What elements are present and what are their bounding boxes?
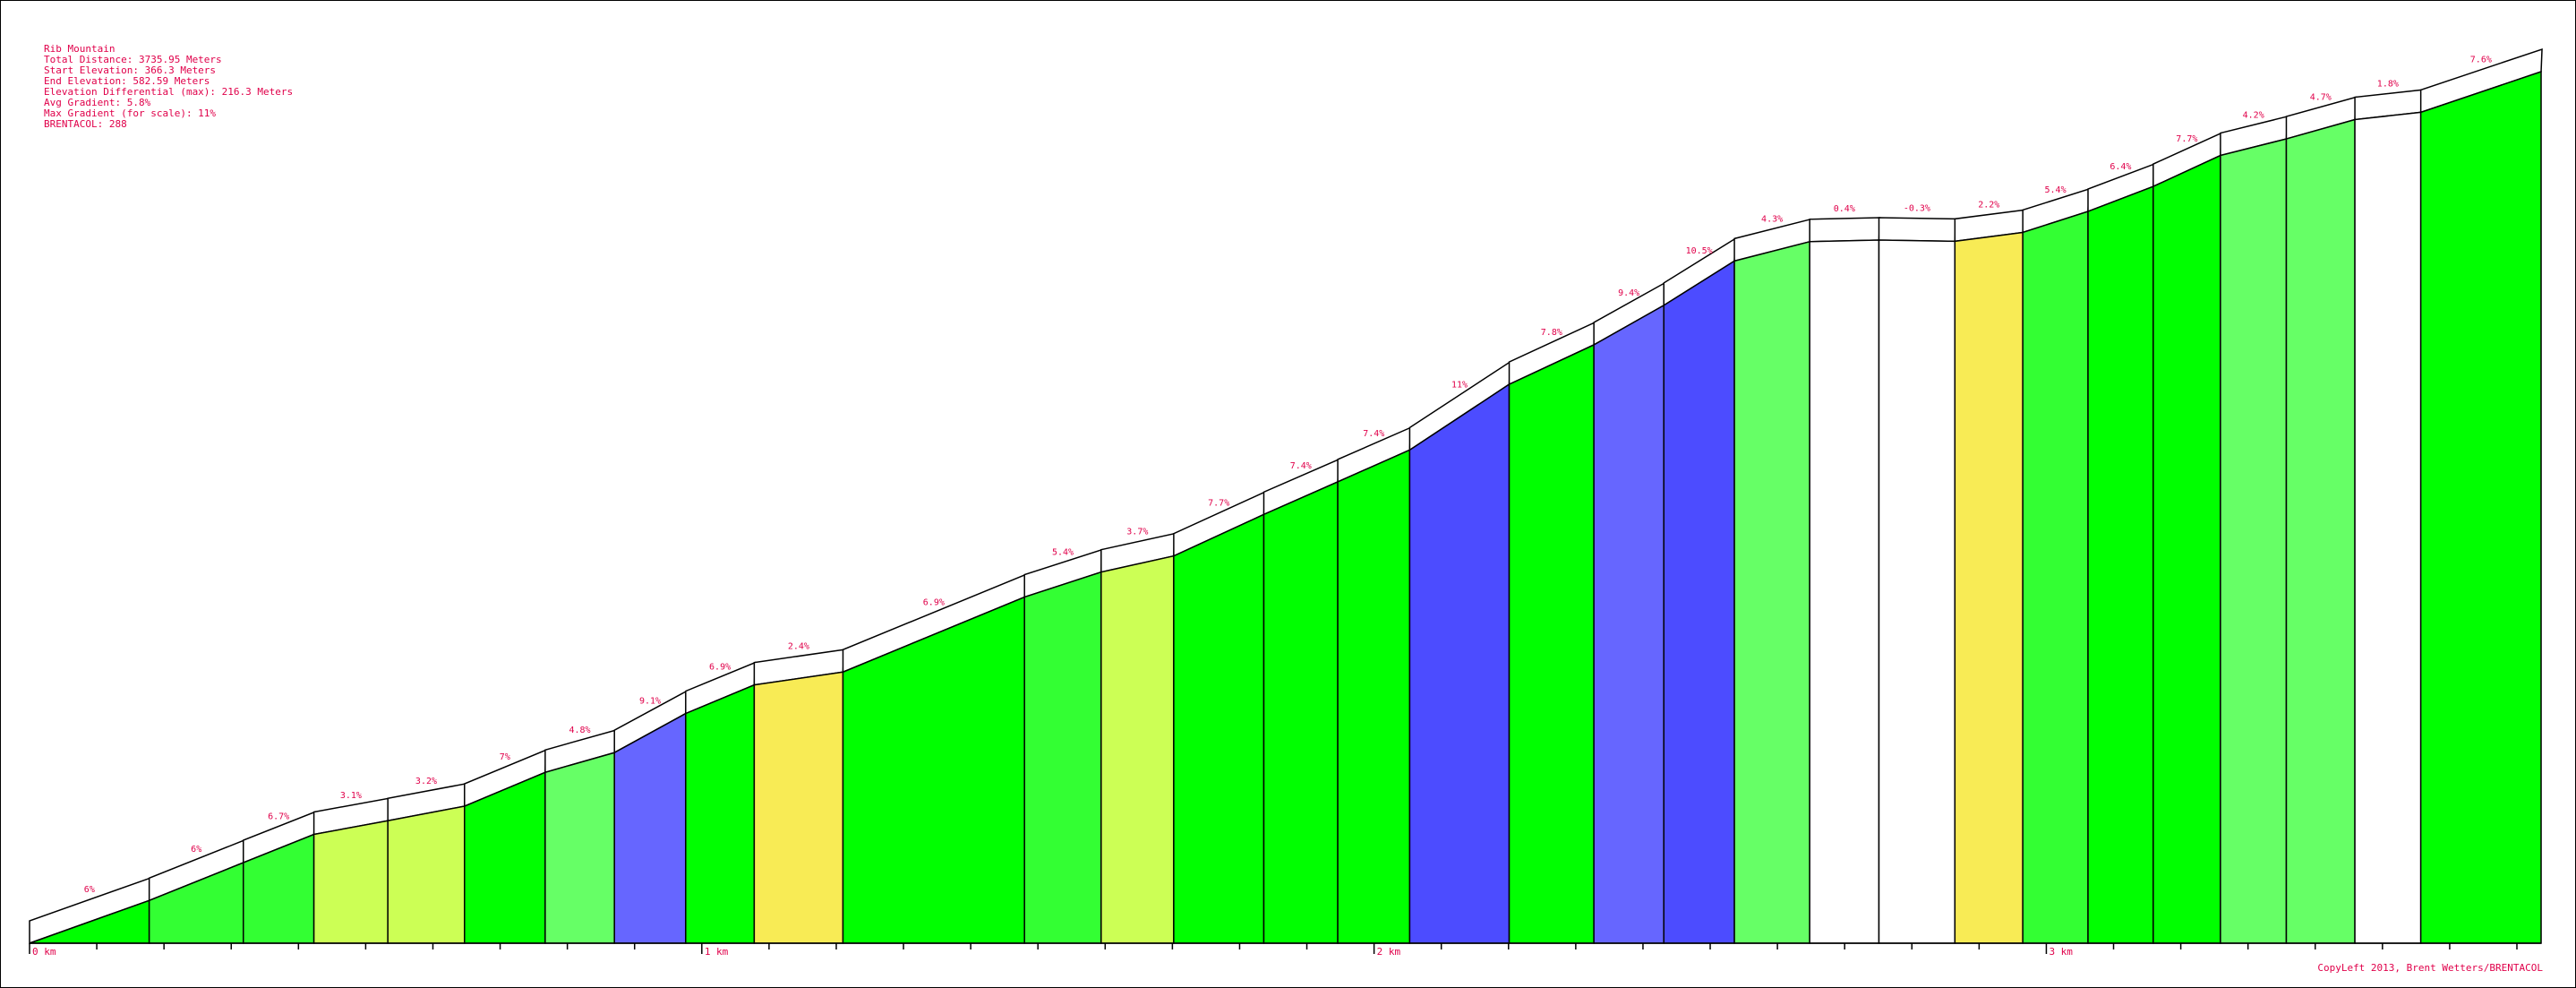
total-distance: Total Distance: 3735.95 Meters [44, 54, 222, 65]
copyright-text: CopyLeft 2013, Brent Wetters/BRENTACOL [2317, 962, 2543, 974]
gradient-segment [1262, 480, 1339, 944]
gradient-segment [1508, 343, 1595, 944]
gradient-segment [544, 752, 615, 944]
gradient-segment [1954, 231, 2024, 944]
gradient-segment [2220, 138, 2288, 944]
x-tick-label: 0 km [32, 946, 56, 958]
gradient-label: 6.7% [268, 812, 289, 821]
gradient-segment [613, 712, 687, 944]
gradient-segment [2022, 210, 2089, 944]
gradient-segment [1593, 304, 1665, 944]
gradient-label: 5.4% [2045, 185, 2067, 195]
route-name: Rib Mountain [44, 43, 116, 55]
gradient-label: 6% [191, 845, 201, 855]
gradient-segment [685, 683, 756, 944]
gradient-label: 7.7% [2176, 134, 2197, 144]
gradient-label: 4.2% [2243, 110, 2264, 120]
max-gradient: Max Gradient (for scale): 11% [44, 107, 217, 119]
gradient-label: 7.6% [2470, 56, 2492, 65]
end-elevation: End Elevation: 582.59 Meters [44, 75, 210, 87]
gradient-label: 3.1% [340, 791, 362, 801]
gradient-label: 3.2% [415, 777, 437, 786]
gradient-label: 0.4% [1834, 204, 1855, 214]
x-tick-label: 1 km [705, 946, 729, 958]
gradient-label: 6% [84, 885, 95, 895]
gradient-label: 7.4% [1363, 429, 1384, 439]
gradient-label: 4.8% [569, 726, 590, 735]
gradient-label: 11% [1451, 381, 1468, 391]
gradient-segment [312, 820, 389, 944]
gradient-label: 1.8% [2377, 79, 2399, 89]
gradient-segment [1733, 240, 1810, 944]
gradient-segment [1173, 513, 1265, 944]
gradient-label: 2.2% [1978, 200, 1999, 210]
gradient-label: 7.8% [1541, 328, 1562, 338]
gradient-segment [2419, 70, 2542, 944]
gradient-label: 7.7% [1208, 499, 1229, 509]
gradient-segment [2152, 154, 2221, 944]
gradient-label: 9.4% [1618, 288, 1639, 298]
gradient-segment [753, 671, 844, 944]
gradient-segment [1408, 382, 1511, 944]
gradient-segment [1023, 571, 1102, 944]
gradient-segment [1337, 449, 1411, 944]
gradient-segment [1100, 554, 1175, 944]
gradient-segment [1809, 239, 1880, 944]
gradient-label: 4.7% [2310, 92, 2332, 102]
x-tick-label: 3 km [2049, 946, 2073, 958]
gradient-segment [2354, 111, 2422, 944]
road-band-segment [1878, 217, 1957, 243]
gradient-label: -0.3% [1904, 204, 1930, 214]
gradient-label: 6.4% [2110, 162, 2131, 172]
gradient-label: 6.9% [709, 663, 731, 673]
gradient-label: 2.4% [788, 641, 809, 651]
gradient-segment [1878, 239, 1956, 944]
gradient-segment [2285, 118, 2356, 944]
gradient-label: 7% [500, 752, 510, 762]
gradient-label: 5.4% [1052, 548, 1074, 558]
avg-gradient: Avg Gradient: 5.8% [44, 97, 151, 108]
gradient-segment [387, 805, 466, 944]
gradient-label: 9.1% [639, 696, 661, 706]
road-band-segment [1809, 217, 1881, 243]
gradient-label: 10.5% [1686, 246, 1713, 256]
gradient-label: 3.7% [1126, 528, 1148, 537]
start-elevation: Start Elevation: 366.3 Meters [44, 64, 217, 76]
gradient-label: 7.4% [1290, 461, 1312, 471]
gradient-label: 6.9% [923, 597, 945, 607]
brentacol-score: BRENTACOL: 288 [44, 118, 127, 130]
gradient-segment [2087, 185, 2154, 944]
x-tick-label: 2 km [1377, 946, 1401, 958]
gradient-label: 4.3% [1761, 215, 1783, 225]
gradient-segment [1663, 260, 1735, 944]
elevation-differential: Elevation Differential (max): 216.3 Mete… [44, 86, 294, 98]
